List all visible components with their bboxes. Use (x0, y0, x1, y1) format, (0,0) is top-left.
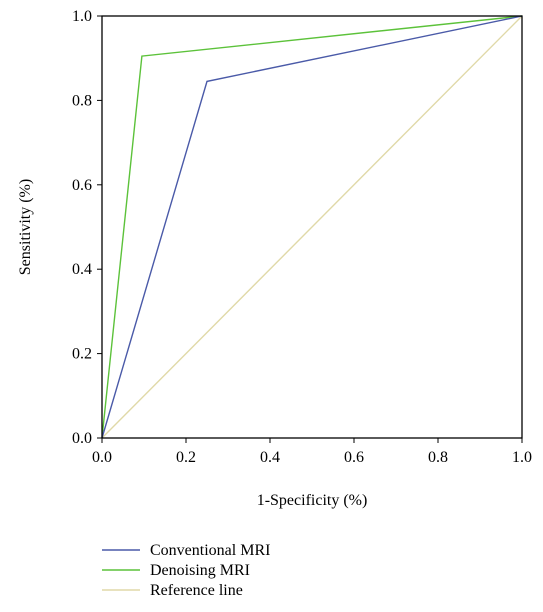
series-line-reference-line (101, 15, 523, 439)
x-tick-label: 0.2 (176, 449, 196, 466)
legend-label-reference-line: Reference line (150, 582, 243, 599)
ticks-layer: 0.0 0.2 0.4 0.6 0.8 1.0 0.0 0.2 0.4 0.6 0.8 1.0 (72, 8, 532, 466)
y-axis-title: Sensitivity (%) (17, 179, 34, 275)
x-tick-label: 0.0 (92, 449, 112, 466)
y-tick-label: 1.0 (72, 8, 92, 25)
x-tick-label: 1.0 (512, 449, 532, 466)
legend-label-denoising-mri: Denoising MRI (150, 562, 250, 579)
x-axis-title: 1-Specificity (%) (257, 492, 368, 509)
x-tick-label: 0.6 (344, 449, 364, 466)
series-layer (101, 15, 523, 439)
y-tick-label: 0.2 (72, 346, 92, 363)
series-line-conventional-mri (101, 15, 523, 439)
y-tick-label: 0.8 (72, 92, 92, 109)
legend-label-conventional-mri: Conventional MRI (150, 542, 270, 559)
y-tick-label: 0.4 (72, 261, 92, 278)
series-line-denoising-mri (101, 15, 523, 439)
y-tick-label: 0.6 (72, 177, 92, 194)
x-tick-label: 0.8 (428, 449, 448, 466)
plot-frame (101, 15, 523, 439)
y-tick-label: 0.0 (72, 430, 92, 447)
legend: Conventional MRI Denoising MRI Reference l… (102, 542, 270, 599)
x-tick-label: 0.4 (260, 449, 280, 466)
